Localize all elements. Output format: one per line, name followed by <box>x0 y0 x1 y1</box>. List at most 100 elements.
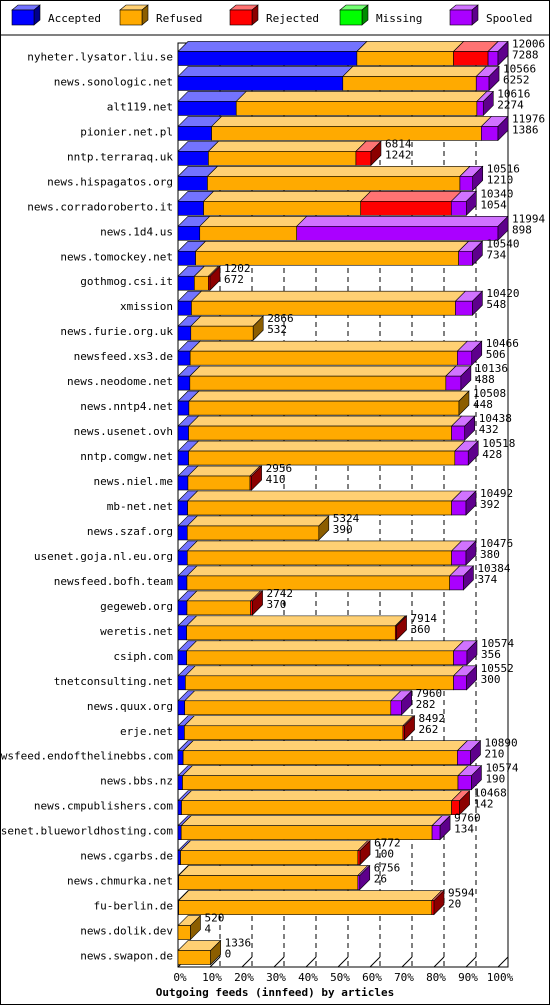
bar-segment <box>189 375 447 391</box>
bar-segment <box>188 425 452 441</box>
x-tick-label: 90% <box>458 971 478 984</box>
bar-segment-top <box>179 840 369 851</box>
x-tick-label: 20% <box>234 971 254 984</box>
bar-total-label: 2866 <box>267 312 294 325</box>
bar-segment-top <box>185 615 407 627</box>
bar-label: erje.net <box>120 725 173 738</box>
bar-segment <box>186 600 251 616</box>
bar-total-label: 9594 <box>448 887 475 900</box>
bar-label: weretis.net <box>100 625 173 638</box>
bar-segment-side <box>466 640 478 666</box>
bar-label: pionier.net.pl <box>80 125 173 138</box>
bar-accepted-label: 432 <box>479 423 499 436</box>
bar-label: news.corradoroberto.it <box>27 200 173 213</box>
bar-segment <box>182 775 459 791</box>
bar-segment <box>184 700 392 716</box>
bar-segment-top <box>202 191 372 202</box>
bar-segment <box>357 850 361 865</box>
bar-segment <box>177 650 187 666</box>
bar-accepted-label: 26 <box>374 873 387 886</box>
legend-swatch <box>229 9 253 26</box>
bar-segment <box>451 500 467 516</box>
bar-segment <box>177 151 209 166</box>
bar-segment <box>177 700 186 716</box>
bar-segment <box>177 425 189 441</box>
bar-accepted-label: 410 <box>266 473 286 486</box>
tick-mark <box>465 956 477 968</box>
bar-segment-side <box>466 665 477 691</box>
legend: Accepted Refused Rejected Missing Spooled <box>0 4 550 36</box>
bar-accepted-label: 390 <box>333 523 353 536</box>
bar-segment-top <box>177 91 247 102</box>
bar-segment <box>185 675 454 691</box>
bar-total-label: 10552 <box>481 662 514 675</box>
bar-segment <box>177 450 189 466</box>
bar-total-label: 10466 <box>486 337 519 350</box>
bar-segment-side <box>471 340 483 366</box>
bar-total-label: 10468 <box>474 787 507 800</box>
bar-segment-side <box>190 914 201 941</box>
bar-segment <box>186 650 454 666</box>
bar-segment <box>453 650 468 666</box>
bar-segment <box>475 76 490 91</box>
bar-segment-side <box>497 215 509 242</box>
bar-segment <box>355 151 372 166</box>
bar-label: news.1d4.us <box>100 225 173 238</box>
bar-accepted-label: 1242 <box>385 148 412 161</box>
bar-total-label: 10340 <box>480 187 513 200</box>
bar-segment-top <box>180 790 463 801</box>
bar-segment <box>457 775 472 791</box>
bar-accepted-label: 210 <box>484 748 504 761</box>
bar-segment <box>178 875 359 890</box>
bar-total-label: 6756 <box>374 862 401 875</box>
bar-label: news.neodome.net <box>67 375 173 388</box>
bar-segment <box>177 275 195 291</box>
bar-total-label: 12006 <box>512 37 545 50</box>
bar-segment-top <box>177 890 443 901</box>
bar-accepted-label: 360 <box>411 623 431 636</box>
bar-total-label: 11976 <box>512 112 545 125</box>
bar-accepted-label: 1054 <box>480 198 507 211</box>
bar-segment-top <box>186 590 262 602</box>
bar-segment <box>177 575 188 591</box>
bar-segment-side <box>404 715 415 741</box>
bar-label: usenet.blueworldhosting.com <box>0 825 173 838</box>
bar-label: news.quux.org <box>87 700 173 713</box>
bar-segment-top <box>356 41 465 52</box>
bar-total-label: 10518 <box>482 437 515 450</box>
bar-segment <box>449 575 464 591</box>
bar-segment <box>457 750 471 766</box>
bar-segment <box>177 550 188 566</box>
bar-segment <box>481 126 499 141</box>
bar-segment <box>177 525 188 541</box>
tick-mark <box>305 956 317 968</box>
bar-accepted-label: 142 <box>474 798 494 811</box>
bar-total-label: 7914 <box>411 612 438 625</box>
bar-segment-side <box>471 764 482 791</box>
bar-total-label: 10890 <box>484 737 517 750</box>
bar-segment-top <box>190 290 467 302</box>
bar-segment-side <box>482 90 494 117</box>
bar-segment <box>189 350 458 366</box>
bar-segment-side <box>252 315 264 341</box>
bar-total-label: 10616 <box>497 87 530 100</box>
bar-segment <box>190 325 254 341</box>
bar-segment <box>177 475 189 491</box>
bar-label: nyheter.lysator.liu.se <box>27 50 173 63</box>
legend-label: Rejected <box>266 12 319 25</box>
bar-segment-top <box>187 415 463 427</box>
bar-segment <box>177 825 182 840</box>
bar-segment-top <box>177 865 369 876</box>
bar-segment-top <box>186 515 330 527</box>
bar-segment <box>177 600 188 616</box>
bar-label: alt119.net <box>107 100 173 113</box>
bar-segment-top <box>183 715 414 727</box>
